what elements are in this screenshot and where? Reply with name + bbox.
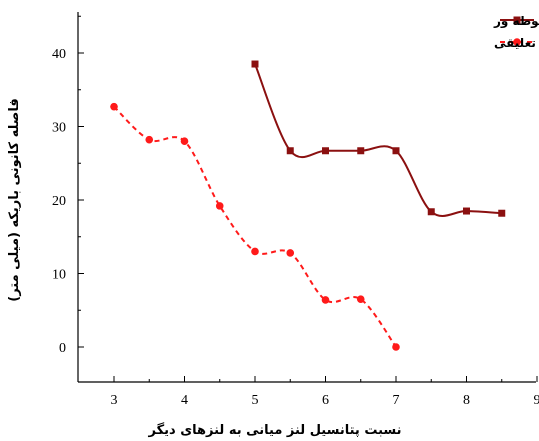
legend-swatch-marker [513, 16, 521, 24]
y-tick-label: 10 [52, 268, 66, 283]
data-point-square [392, 147, 400, 155]
legend-item: لنزهای غوطه ور [493, 14, 539, 29]
series-2 [110, 102, 400, 351]
data-point-square [427, 208, 435, 216]
data-point-square [357, 147, 365, 155]
series-2-line [113, 105, 397, 348]
legend-item: لنزهای تعلیقی [494, 36, 539, 50]
series-1 [251, 60, 506, 217]
data-point-circle [251, 247, 259, 256]
data-point-square [322, 147, 329, 155]
legend-swatch-marker [513, 38, 521, 46]
y-tick-label: 30 [52, 121, 66, 136]
x-tick-label: 6 [322, 393, 329, 408]
data-point-circle [180, 137, 189, 145]
x-tick-label: 7 [393, 393, 400, 408]
data-point-circle [215, 202, 224, 210]
x-tick-label: 9 [534, 393, 539, 408]
legend-label: لنزهای غوطه ور [493, 14, 539, 29]
series-layer [110, 60, 506, 351]
series-1-line [254, 63, 502, 217]
data-point-circle [110, 102, 118, 111]
legend: لنزهای غوطه ور لنزهای تعلیقی [493, 14, 539, 50]
data-point-circle [392, 343, 400, 351]
data-point-circle [321, 296, 330, 304]
x-tick-label: 5 [252, 393, 259, 408]
x-axis: 3 4 5 6 7 8 9 [78, 376, 539, 408]
x-tick-label: 8 [463, 393, 470, 408]
y-axis-title: فاصله کانونی باریکه (میلی متر) [7, 98, 22, 301]
data-point-circle [356, 295, 365, 304]
y-tick-label: 40 [52, 47, 66, 62]
x-tick-label: 3 [111, 393, 118, 408]
x-axis-title: نسبت پتانسیل لنز میانی به لنزهای دیگر [147, 422, 401, 438]
data-point-square [498, 209, 506, 217]
data-point-circle [145, 135, 154, 144]
data-point-square [286, 147, 294, 155]
y-tick-label: 0 [59, 341, 66, 356]
data-point-circle [286, 249, 295, 257]
y-tick-label: 20 [52, 194, 66, 209]
y-axis: 0 10 20 30 40 [52, 12, 84, 382]
x-tick-label: 4 [181, 393, 188, 408]
data-point-square [251, 60, 259, 68]
legend-label: لنزهای تعلیقی [494, 36, 539, 50]
data-point-square [463, 207, 470, 215]
